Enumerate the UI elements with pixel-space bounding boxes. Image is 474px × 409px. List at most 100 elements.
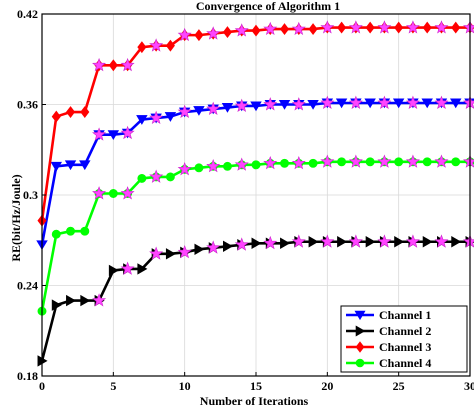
data-point (280, 158, 289, 168)
y-tick-label: 0.42 (17, 7, 38, 21)
overlay-star-marker (291, 234, 306, 248)
overlay-star-marker (149, 246, 164, 260)
data-point (221, 103, 234, 113)
data-point (80, 226, 90, 236)
data-point (421, 98, 433, 109)
data-point (307, 100, 319, 110)
data-point (422, 236, 433, 248)
overlay-star-marker (463, 154, 474, 168)
data-point (251, 237, 262, 249)
y-tick-label: 0.36 (17, 98, 38, 112)
overlay-star-marker (234, 23, 249, 37)
overlay-star-marker (434, 95, 449, 109)
data-point (222, 26, 233, 39)
data-point (223, 161, 232, 171)
legend-label: Channel 2 (379, 324, 431, 338)
overlay-star-marker (92, 57, 107, 72)
data-point (451, 157, 461, 167)
x-tick-label: 25 (393, 379, 405, 393)
overlay-star-marker (149, 169, 164, 183)
overlay-star-marker (348, 154, 363, 168)
data-point (66, 226, 75, 236)
y-axis-label: RE(bit/Hz/Joule) (9, 174, 23, 261)
legend-label: Channel 3 (379, 340, 431, 354)
x-tick-label: 0 (39, 379, 45, 393)
overlay-star-marker (206, 101, 221, 115)
y-tick-label: 0.24 (17, 279, 38, 293)
data-point (51, 110, 61, 123)
data-point (337, 236, 348, 248)
x-axis: 0 5 10 15 20 25 30 (39, 372, 474, 393)
legend-marker (355, 325, 366, 337)
data-point (164, 112, 177, 122)
overlay-star-marker (234, 237, 249, 251)
overlay-star-marker (92, 127, 107, 141)
overlay-star-marker (377, 154, 392, 168)
overlay-star-marker (177, 244, 192, 259)
data-point (80, 294, 91, 307)
overlay-star-marker (348, 20, 363, 34)
data-point (337, 157, 347, 167)
data-point (251, 160, 261, 170)
x-tick-label: 15 (250, 379, 262, 393)
overlay-star-marker (405, 20, 420, 34)
data-point (422, 21, 432, 34)
data-point (51, 299, 62, 311)
overlay-star-marker (234, 157, 249, 171)
overlay-star-marker (291, 155, 306, 170)
series-channel-2 (37, 234, 474, 367)
data-point (136, 115, 148, 125)
overlay-star-marker (434, 154, 449, 168)
overlay-star-marker (463, 234, 474, 248)
overlay-star-marker (320, 20, 335, 34)
x-tick-label: 5 (110, 379, 116, 393)
overlay-star-marker (405, 95, 420, 109)
data-point (365, 157, 375, 167)
data-point (394, 236, 405, 248)
data-point (165, 172, 175, 182)
overlay-star-marker (320, 234, 335, 248)
overlay-star-marker (149, 110, 164, 125)
overlay-star-marker (348, 95, 363, 109)
overlay-star-marker (177, 104, 192, 118)
data-point (194, 163, 204, 173)
data-point (337, 21, 347, 34)
overlay-star-marker (405, 154, 420, 168)
overlay-star-marker (434, 234, 449, 248)
overlay-star-marker (405, 234, 420, 248)
overlay-star-marker (377, 20, 392, 34)
legend: Channel 1 Channel 2 Channel 3 Channel 4 (340, 305, 468, 373)
data-point (108, 59, 118, 72)
y-axis: 0.18 0.24 0.3 0.36 0.42 (17, 7, 46, 383)
legend-entry: Channel 4 (346, 356, 431, 370)
overlay-star-marker (149, 38, 164, 52)
data-point (64, 160, 77, 171)
series-layer (36, 20, 474, 367)
data-point (280, 237, 291, 249)
data-point (108, 264, 119, 277)
legend-entry: Channel 2 (346, 324, 431, 338)
overlay-star-marker (263, 21, 278, 36)
data-point (365, 236, 376, 248)
data-point (251, 24, 261, 37)
data-point (335, 98, 348, 109)
data-point (450, 98, 462, 109)
data-point (394, 157, 404, 167)
overlay-star-marker (120, 125, 135, 140)
overlay-star-marker (120, 261, 135, 275)
overlay-star-marker (206, 240, 221, 254)
data-point (223, 240, 234, 253)
legend-marker (354, 310, 366, 321)
overlay-star-marker (434, 20, 449, 34)
y-tick-label: 0.18 (17, 369, 38, 383)
y-tick-label: 0.3 (23, 188, 38, 202)
data-point (194, 29, 204, 42)
overlay-star-marker (263, 155, 278, 170)
data-point (65, 106, 76, 118)
data-point (66, 294, 77, 307)
data-point (392, 98, 405, 109)
data-point (137, 173, 147, 183)
legend-entry: Channel 1 (346, 308, 431, 322)
overlay-star-marker (263, 235, 278, 250)
